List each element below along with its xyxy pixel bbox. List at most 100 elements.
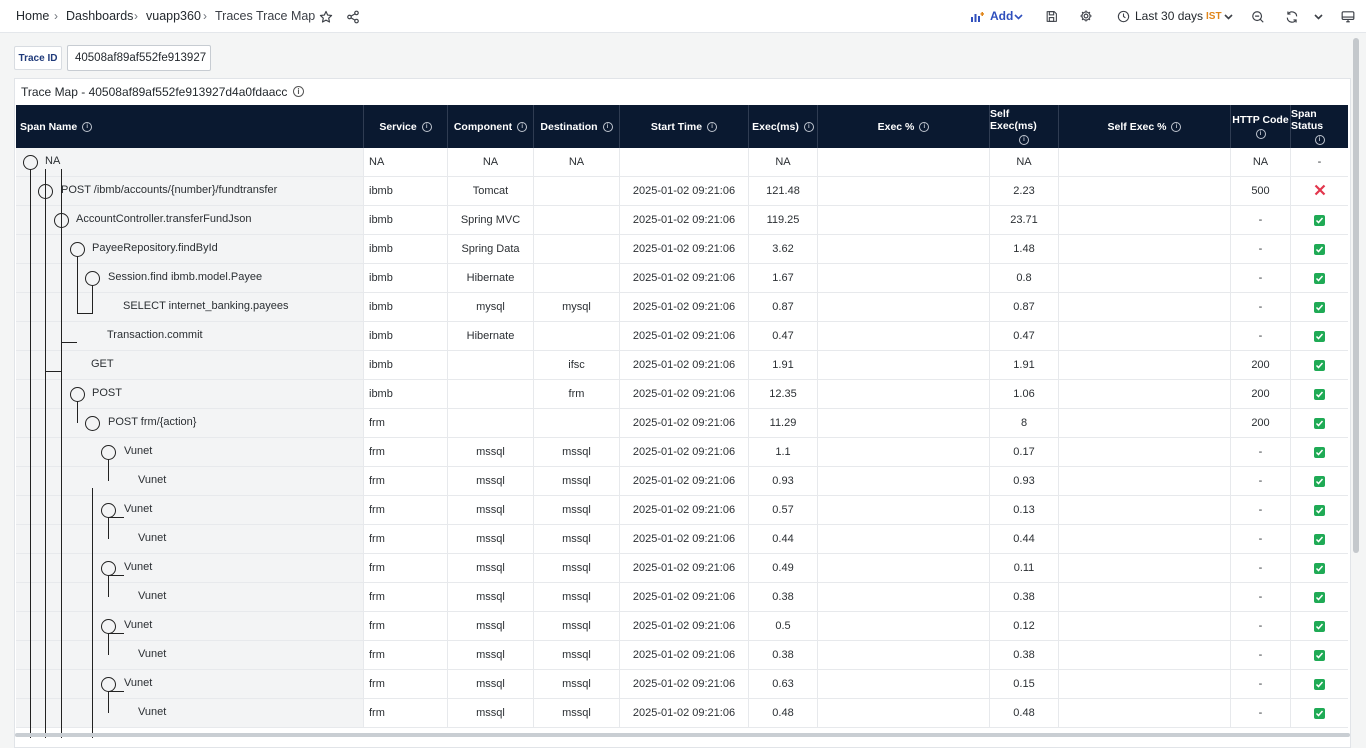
column-header-self-exec-ms[interactable]: Self Exec(ms) i bbox=[989, 105, 1058, 148]
column-header-span-name[interactable]: Span Name i bbox=[16, 105, 363, 148]
info-icon[interactable]: i bbox=[602, 121, 613, 132]
destination-cell: mysql bbox=[533, 293, 619, 321]
table-row[interactable]: frm 2025-01-02 09:21:06 11.29 8 200 bbox=[16, 409, 1348, 438]
column-header-exec-percent[interactable]: Exec % i bbox=[817, 105, 989, 148]
table-row[interactable]: frm mssql mssql 2025-01-02 09:21:06 0.57 0.13… bbox=[16, 496, 1348, 525]
refresh-icon[interactable] bbox=[1284, 9, 1299, 24]
trace-id-input[interactable]: 40508af89af552fe913927 bbox=[67, 45, 211, 71]
table-row[interactable]: ibmb Hibernate 2025-01-02 09:21:06 0.47 0.47… bbox=[16, 322, 1348, 351]
vertical-scrollbar-thumb[interactable] bbox=[1353, 38, 1359, 553]
column-header-self-exec-percent[interactable]: Self Exec % i bbox=[1058, 105, 1230, 148]
zoom-out-icon[interactable] bbox=[1250, 9, 1265, 24]
gear-icon[interactable] bbox=[1079, 9, 1093, 23]
http-cell: - bbox=[1230, 235, 1290, 263]
success-check-icon bbox=[1314, 504, 1325, 516]
table-row[interactable]: NA NA NA NA NA NA - bbox=[16, 148, 1348, 177]
expand-toggle-icon[interactable] bbox=[38, 184, 53, 199]
table-row[interactable]: frm mssql mssql 2025-01-02 09:21:06 0.38 0.38… bbox=[16, 641, 1348, 670]
add-panel-icon[interactable] bbox=[970, 10, 984, 24]
self-exec-cell: 0.12 bbox=[989, 612, 1058, 640]
table-row[interactable]: frm mssql mssql 2025-01-02 09:21:06 0.63 0.15… bbox=[16, 670, 1348, 699]
self-exec-cell: 0.44 bbox=[989, 525, 1058, 553]
info-icon[interactable]: i bbox=[517, 121, 528, 132]
table-row[interactable]: ibmb frm 2025-01-02 09:21:06 12.35 1.06 200 bbox=[16, 380, 1348, 409]
chevron-down-icon[interactable] bbox=[1224, 12, 1233, 21]
info-icon[interactable]: i bbox=[919, 121, 930, 132]
table-row[interactable]: frm mssql mssql 2025-01-02 09:21:06 0.44 0.44… bbox=[16, 525, 1348, 554]
time-range-picker[interactable]: Last 30 days bbox=[1135, 9, 1204, 23]
info-icon[interactable]: i bbox=[1255, 129, 1266, 139]
chevron-down-icon[interactable] bbox=[1014, 12, 1023, 21]
info-icon[interactable]: i bbox=[293, 86, 304, 97]
span-name-cell bbox=[16, 670, 363, 698]
expand-toggle-icon[interactable] bbox=[101, 445, 116, 460]
expand-toggle-icon[interactable] bbox=[23, 155, 38, 170]
expand-toggle-icon[interactable] bbox=[85, 416, 100, 431]
expand-toggle-icon[interactable] bbox=[101, 677, 116, 692]
destination-cell bbox=[533, 264, 619, 292]
span-name-cell bbox=[16, 351, 363, 379]
expand-toggle-icon[interactable] bbox=[101, 503, 116, 518]
clock-icon[interactable] bbox=[1116, 9, 1130, 23]
exec-pct-cell bbox=[817, 322, 989, 350]
column-header-exec-ms[interactable]: Exec(ms) i bbox=[748, 105, 817, 148]
info-icon[interactable]: i bbox=[707, 121, 718, 132]
exec-cell: 0.5 bbox=[748, 612, 817, 640]
info-icon[interactable]: i bbox=[1019, 135, 1029, 145]
table-row[interactable]: ibmb ifsc 2025-01-02 09:21:06 1.91 1.91 200 bbox=[16, 351, 1348, 380]
panel-title: Trace Map - 40508af89af552fe913927d4a0fd… bbox=[21, 85, 288, 99]
column-header-service[interactable]: Service i bbox=[363, 105, 447, 148]
info-icon[interactable]: i bbox=[803, 121, 814, 132]
component-cell: mssql bbox=[447, 525, 533, 553]
table-row[interactable]: frm mssql mssql 2025-01-02 09:21:06 0.5 0.12- bbox=[16, 612, 1348, 641]
expand-toggle-icon[interactable] bbox=[70, 387, 85, 402]
column-header-start-time[interactable]: Start Time i bbox=[619, 105, 748, 148]
expand-toggle-icon[interactable] bbox=[101, 619, 116, 634]
add-button[interactable]: Add bbox=[990, 9, 1014, 23]
horizontal-scrollbar[interactable] bbox=[15, 733, 1350, 737]
service-cell: frm bbox=[363, 670, 447, 698]
exec-cell: 0.48 bbox=[748, 699, 817, 727]
exec-cell: 0.44 bbox=[748, 525, 817, 553]
start-cell: 2025-01-02 09:21:06 bbox=[619, 380, 748, 408]
column-header-http-code[interactable]: HTTP Code i bbox=[1230, 105, 1290, 148]
table-row[interactable]: ibmb mysql mysql 2025-01-02 09:21:06 0.87 0.8… bbox=[16, 293, 1348, 322]
save-icon[interactable] bbox=[1044, 9, 1058, 23]
breadcrumb-folder[interactable]: vuapp360 bbox=[146, 9, 201, 23]
start-cell: 2025-01-02 09:21:06 bbox=[619, 670, 748, 698]
expand-toggle-icon[interactable] bbox=[85, 271, 100, 286]
table-row[interactable]: ibmb Tomcat 2025-01-02 09:21:06 121.48 2.23 5… bbox=[16, 177, 1348, 206]
column-header-span-status[interactable]: Span Status i bbox=[1290, 105, 1348, 148]
expand-toggle-icon[interactable] bbox=[70, 242, 85, 257]
self-pct-cell bbox=[1058, 235, 1230, 263]
column-header-component[interactable]: Component i bbox=[447, 105, 533, 148]
status-cell bbox=[1290, 641, 1348, 669]
info-icon[interactable]: i bbox=[82, 121, 93, 132]
info-icon[interactable]: i bbox=[421, 121, 432, 132]
start-cell: 2025-01-02 09:21:06 bbox=[619, 467, 748, 495]
table-row[interactable]: ibmb Spring MVC 2025-01-02 09:21:06 119.25 2… bbox=[16, 206, 1348, 235]
expand-toggle-icon[interactable] bbox=[101, 561, 116, 576]
table-row[interactable]: ibmb Hibernate 2025-01-02 09:21:06 1.67 0.8 - bbox=[16, 264, 1348, 293]
table-row[interactable]: frm mssql mssql 2025-01-02 09:21:06 0.49 0.11… bbox=[16, 554, 1348, 583]
table-row[interactable]: frm mssql mssql 2025-01-02 09:21:06 0.93 0.93… bbox=[16, 467, 1348, 496]
exec-pct-cell bbox=[817, 380, 989, 408]
table-row[interactable]: frm mssql mssql 2025-01-02 09:21:06 0.48 0.48… bbox=[16, 699, 1348, 728]
star-icon[interactable] bbox=[318, 9, 333, 24]
column-header-destination[interactable]: Destination i bbox=[533, 105, 619, 148]
breadcrumb-home[interactable]: Home bbox=[16, 9, 50, 23]
component-cell: Spring MVC bbox=[447, 206, 533, 234]
table-row[interactable]: frm mssql mssql 2025-01-02 09:21:06 0.38 0.38… bbox=[16, 583, 1348, 612]
share-icon[interactable] bbox=[345, 9, 360, 24]
breadcrumb-dashboards[interactable]: Dashboards bbox=[66, 9, 134, 23]
chevron-down-icon[interactable] bbox=[1314, 12, 1323, 21]
success-check-icon bbox=[1314, 446, 1325, 458]
expand-toggle-icon[interactable] bbox=[54, 213, 69, 228]
table-row[interactable]: ibmb Spring Data 2025-01-02 09:21:06 3.62 1.… bbox=[16, 235, 1348, 264]
info-icon[interactable]: i bbox=[1171, 121, 1182, 132]
service-cell: ibmb bbox=[363, 322, 447, 350]
exec-cell: 0.57 bbox=[748, 496, 817, 524]
tv-mode-icon[interactable] bbox=[1340, 9, 1355, 24]
info-icon[interactable]: i bbox=[1314, 135, 1325, 145]
table-row[interactable]: frm mssql mssql 2025-01-02 09:21:06 1.1 0.17- bbox=[16, 438, 1348, 467]
